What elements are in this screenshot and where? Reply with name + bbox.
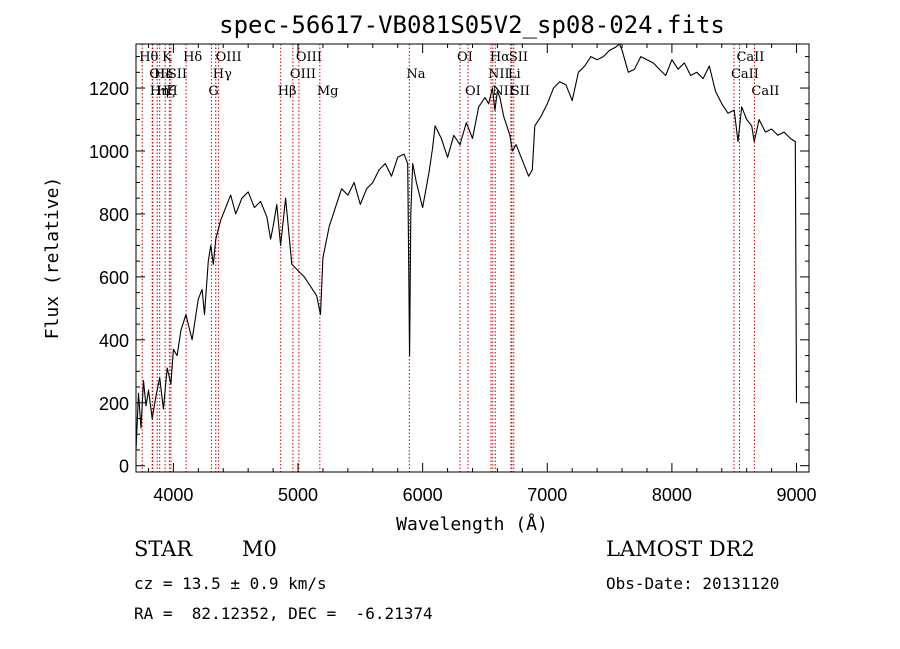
line-label-caii: CaII [736, 50, 764, 65]
line-label-oiii: OIII [216, 50, 242, 65]
line-label-mg: Mg [317, 84, 339, 99]
line-label-g: G [208, 84, 218, 99]
line-label-k: K [162, 50, 172, 65]
observation-date: Obs-Date: 20131120 [606, 574, 780, 593]
x-tick-label: 9000 [777, 485, 817, 505]
y-tick-label: 800 [99, 205, 129, 225]
y-tick-label: 1000 [89, 142, 129, 162]
line-label-hθ: Hθ [139, 50, 158, 65]
line-label-hα: Hα [490, 50, 510, 65]
x-tick-label: 8000 [652, 485, 692, 505]
coordinates: RA = 82.12352, DEC = -6.21374 [134, 604, 433, 623]
y-tick-label: 0 [119, 457, 129, 477]
y-tick-label: 600 [99, 268, 129, 288]
spectral-line-markers [141, 44, 755, 472]
line-label-oi: OI [457, 50, 473, 65]
line-label-caii: CaII [751, 84, 779, 99]
line-label-hβ: Hβ [278, 84, 297, 99]
redshift-value: cz = 13.5 ± 0.9 km/s [134, 574, 327, 593]
chart-title: spec-56617-VB081S05V2_sp08-024.fits [219, 11, 725, 39]
x-tick-label: 5000 [278, 485, 318, 505]
line-label-nii: NII [492, 84, 514, 99]
line-label-hη: Hη [150, 84, 169, 99]
y-tick-label: 400 [99, 331, 129, 351]
y-axis-label: Flux (relative) [42, 177, 63, 340]
x-tick-label: 6000 [403, 485, 443, 505]
x-tick-label: 7000 [527, 485, 567, 505]
line-label-na: Na [406, 67, 425, 82]
line-label-sii: SII [511, 84, 530, 99]
line-label-caii: CaII [731, 67, 759, 82]
x-axis-label: Wavelength (Å) [396, 513, 548, 535]
line-label-sii: SII [509, 50, 528, 65]
line-label-he: He [154, 67, 173, 82]
spectral-line-labels: HθOIIHηHeHζKHSIIHδGHγOIIIHβOIIIOIIIMgNaO… [139, 50, 779, 99]
x-axis: 4000 5000 6000 7000 8000 9000 [147, 44, 817, 505]
line-label-nii: NII [488, 67, 510, 82]
object-subclass: M0 [242, 537, 277, 561]
object-class: STAR [134, 537, 193, 561]
line-label-oiii: OIII [290, 67, 316, 82]
line-label-h: H [166, 84, 177, 99]
line-label-oii: OII [149, 67, 170, 82]
line-label-hγ: Hγ [213, 67, 232, 82]
line-label-hζ: Hζ [157, 84, 175, 99]
line-label-li: Li [508, 67, 521, 82]
spectrum-line [135, 43, 798, 451]
y-tick-label: 1200 [89, 79, 129, 99]
x-tick-label: 4000 [153, 485, 193, 505]
y-tick-label: 200 [99, 394, 129, 414]
line-label-oiii: OIII [296, 50, 322, 65]
line-label-hδ: Hδ [183, 50, 202, 65]
survey-name: LAMOST DR2 [606, 537, 755, 561]
line-label-oi: OI [465, 84, 481, 99]
line-label-sii: SII [168, 67, 187, 82]
y-axis: 0 200 400 600 800 1000 1200 [89, 56, 809, 477]
plot-frame [135, 43, 810, 473]
